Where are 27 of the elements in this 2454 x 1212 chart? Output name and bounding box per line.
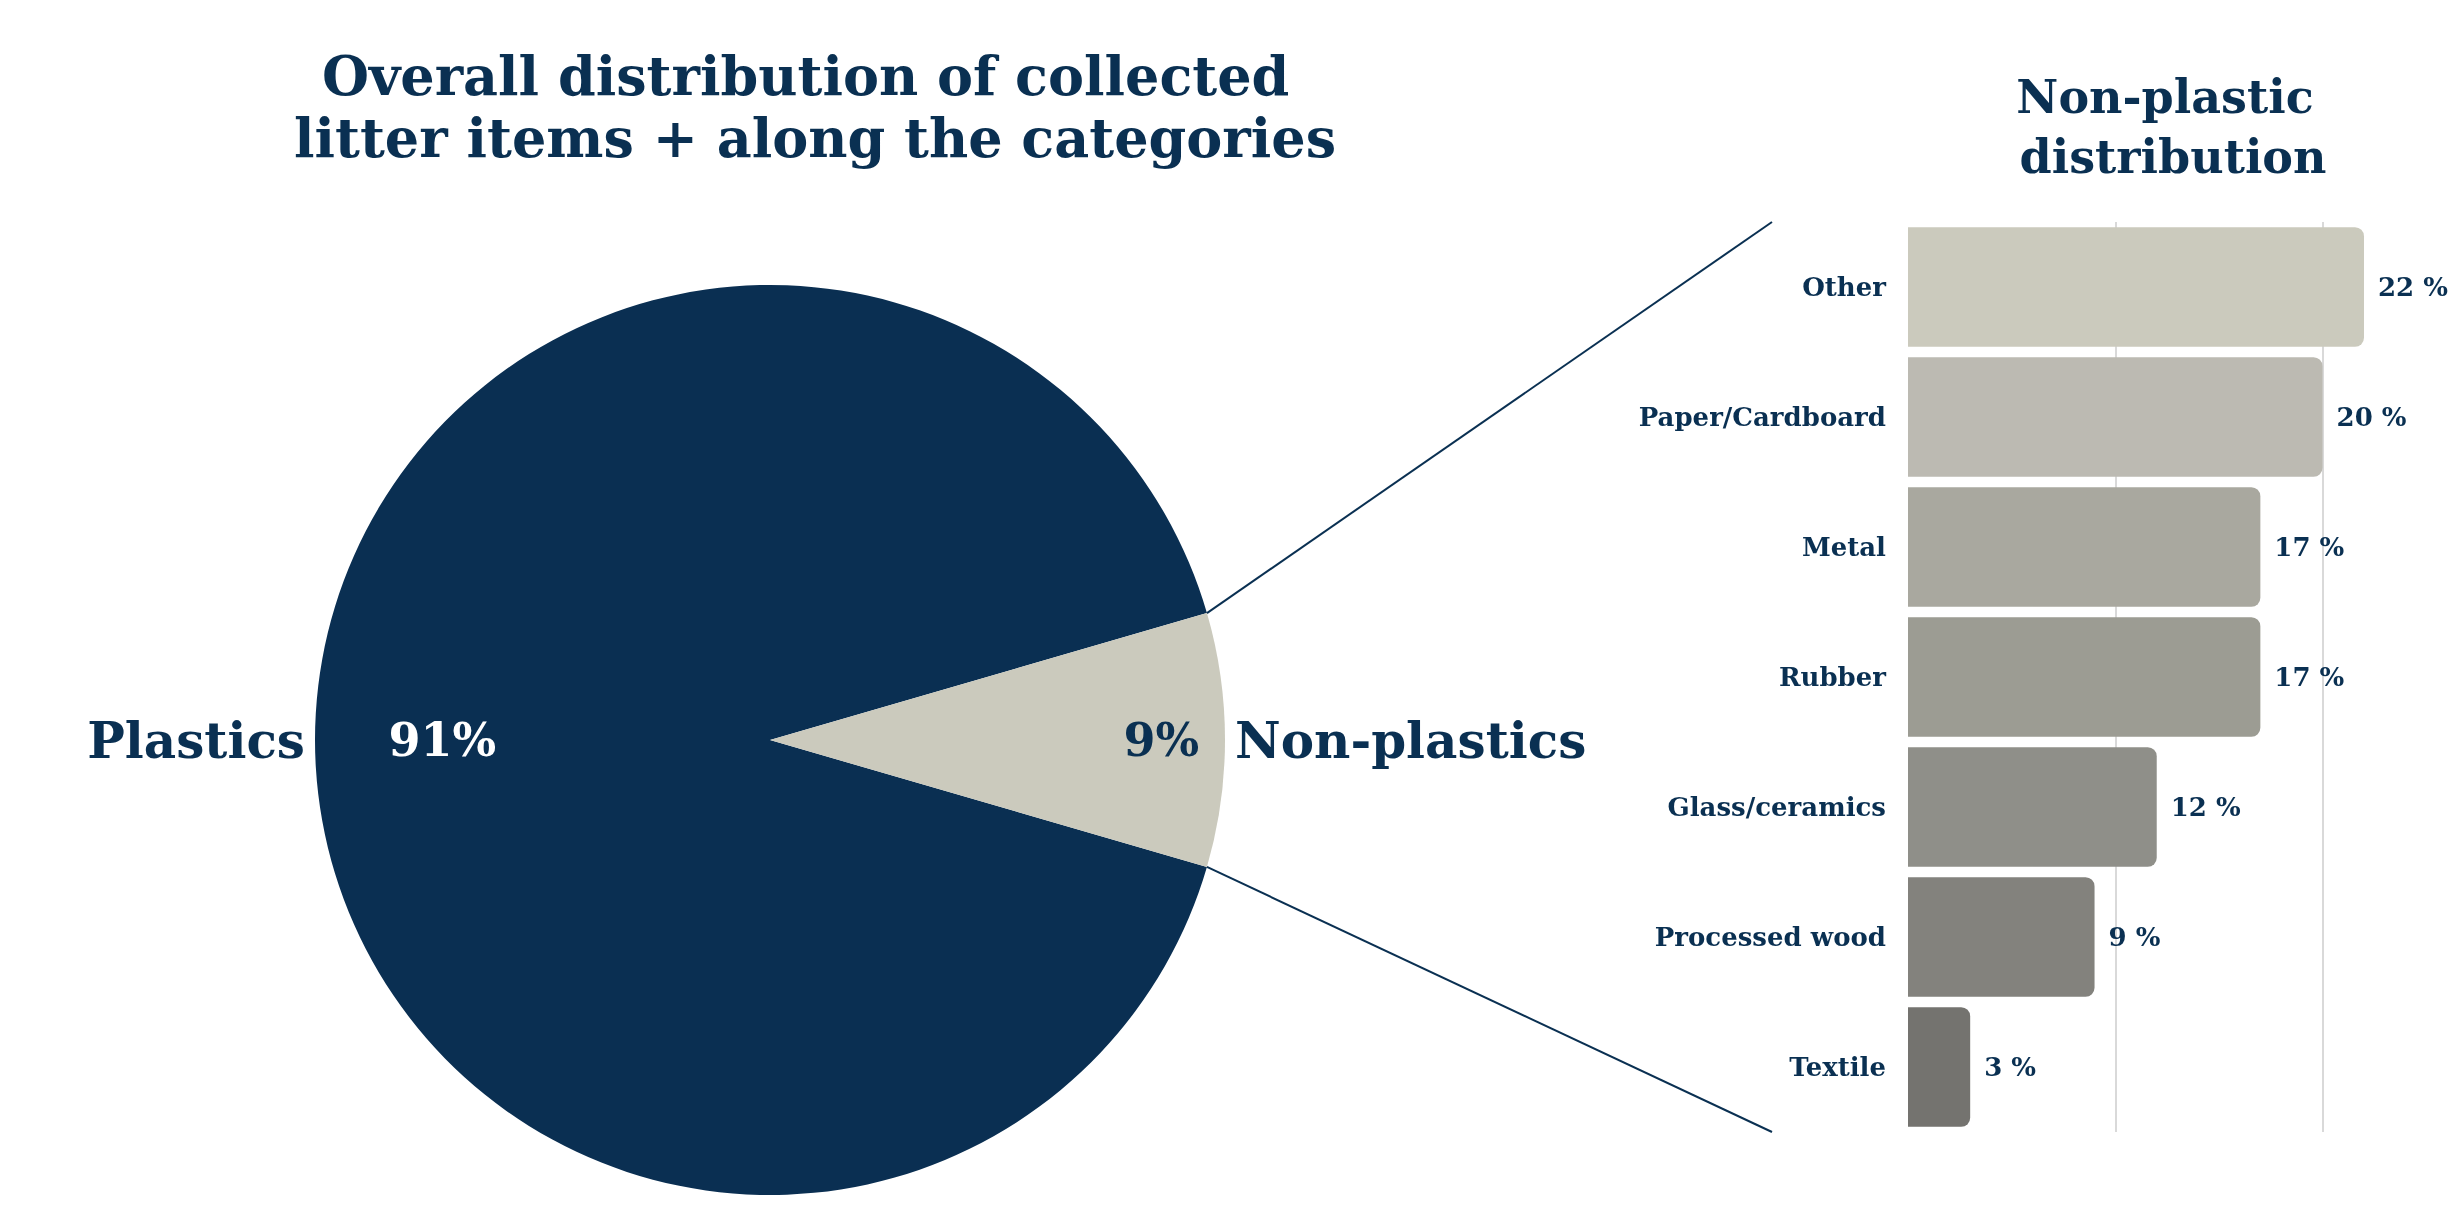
bar (1908, 357, 2323, 477)
y-tick-label: Paper/Cardboard (1638, 402, 1886, 432)
data-label: 9 % (2108, 922, 2161, 952)
bar (1908, 747, 2157, 867)
data-label: 9% (1123, 713, 1200, 767)
data-label: 12 % (2170, 792, 2241, 822)
data-label: 17 % (2274, 532, 2345, 562)
slice-label: Non-plastics (1235, 710, 1587, 770)
y-tick-label: Textile (1789, 1052, 1886, 1082)
data-label: 91% (388, 713, 497, 767)
data-label: 17 % (2274, 662, 2345, 692)
bar (1908, 1007, 1971, 1127)
bar (1908, 227, 2364, 347)
y-tick-label: Processed wood (1654, 922, 1886, 952)
chart-title: Non-plastic distribution (2016, 70, 2330, 184)
y-tick-label: Rubber (1778, 662, 1887, 692)
slice-label: Plastics (87, 710, 305, 770)
bar (1908, 617, 2261, 737)
bar (1908, 487, 2261, 607)
data-label: 22 % (2378, 272, 2449, 302)
data-label: 3 % (1984, 1052, 2037, 1082)
y-tick-label: Glass/ceramics (1667, 792, 1886, 822)
bar (1908, 877, 2095, 997)
y-tick-label: Metal (1801, 532, 1887, 562)
chart-title: Overall distribution of collected litter items + along the categories (293, 44, 1337, 170)
data-label: 20 % (2336, 402, 2407, 432)
y-tick-label: Other (1802, 272, 1887, 302)
